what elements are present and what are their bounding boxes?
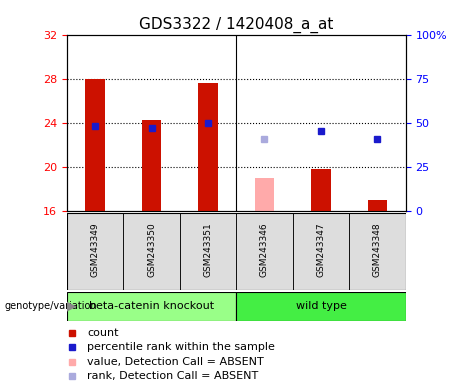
Bar (142, 119, 161, 211)
Bar (67, 292, 236, 321)
Bar (236, 213, 293, 290)
Text: beta-catenin knockout: beta-catenin knockout (89, 301, 214, 311)
Bar (349, 213, 406, 290)
Text: ▶: ▶ (67, 300, 77, 313)
Text: GSM243351: GSM243351 (203, 223, 213, 277)
Text: GSM243347: GSM243347 (316, 223, 325, 277)
Bar (123, 213, 180, 290)
Text: percentile rank within the sample: percentile rank within the sample (87, 343, 275, 353)
Bar (311, 169, 331, 211)
Bar (67, 213, 123, 290)
Title: GDS3322 / 1420408_a_at: GDS3322 / 1420408_a_at (139, 17, 333, 33)
Text: genotype/variation: genotype/variation (5, 301, 97, 311)
Bar (85, 79, 105, 211)
Text: GSM243349: GSM243349 (90, 223, 100, 277)
Bar (198, 83, 218, 211)
Text: GSM243348: GSM243348 (373, 223, 382, 277)
Text: value, Detection Call = ABSENT: value, Detection Call = ABSENT (87, 357, 264, 367)
Bar (254, 178, 274, 211)
Bar (367, 200, 387, 211)
Text: wild type: wild type (296, 301, 346, 311)
Text: rank, Detection Call = ABSENT: rank, Detection Call = ABSENT (87, 371, 259, 381)
Text: count: count (87, 328, 118, 338)
Bar (180, 213, 236, 290)
Bar (293, 213, 349, 290)
Text: GSM243350: GSM243350 (147, 223, 156, 277)
Bar (236, 292, 406, 321)
Text: GSM243346: GSM243346 (260, 223, 269, 277)
